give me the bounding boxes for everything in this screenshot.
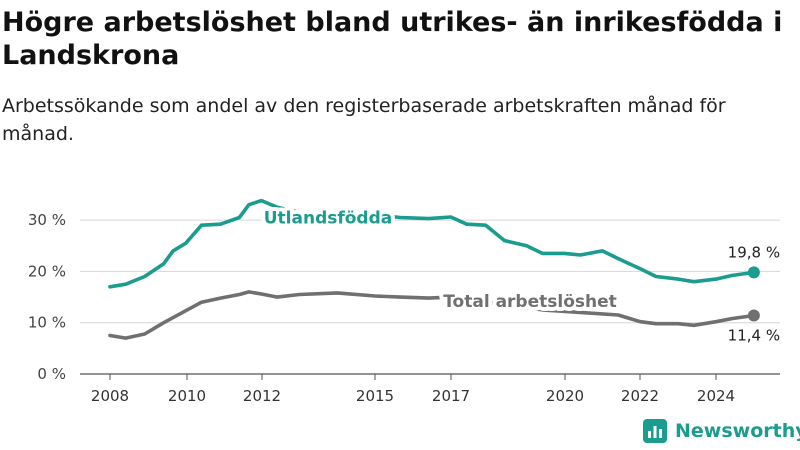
- end-value-label-utlandsfodda: 19,8 %: [728, 243, 780, 261]
- y-tick-label: 20 %: [28, 262, 66, 280]
- x-tick-label: 2024: [697, 387, 735, 405]
- end-value-label-total: 11,4 %: [728, 327, 780, 345]
- x-tick-label: 2012: [243, 387, 281, 405]
- newsworthy-logo-icon: [643, 419, 667, 443]
- endpoint-marker-utlandsfodda: [747, 266, 760, 279]
- x-tick-label: 2022: [621, 387, 659, 405]
- chart-subtitle: Arbetssökande som andel av den registerb…: [2, 95, 726, 145]
- endpoint-marker-total: [747, 309, 760, 322]
- series-lines: [108, 198, 760, 340]
- chart-title: Högre arbetslöshet bland utrikes- än inr…: [2, 7, 783, 71]
- series-line-utlandsfodda: [108, 198, 756, 289]
- x-tick-label: 2010: [168, 387, 206, 405]
- y-tick-label: 0 %: [37, 365, 66, 383]
- x-tick-label: 2008: [91, 387, 129, 405]
- series-line-total: [108, 290, 756, 340]
- x-tick-label: 2017: [432, 387, 470, 405]
- brand-name: Newsworthy: [675, 420, 800, 442]
- series-name-halo: Utlandsfödda: [264, 209, 393, 229]
- x-axis: 2008 2010 2012 2015 2017 2020 2022 2024: [91, 374, 735, 405]
- series-name-halo: Total arbetslöshet: [443, 292, 617, 312]
- y-tick-label: 30 %: [28, 211, 66, 229]
- x-tick-label: 2015: [356, 387, 394, 405]
- y-tick-label: 10 %: [28, 314, 66, 332]
- series-name-total: Total arbetslöshet: [443, 292, 617, 312]
- newsworthy-brand: Newsworthy: [643, 419, 800, 443]
- y-axis: 0 % 10 % 20 % 30 %: [28, 211, 66, 383]
- x-tick-label: 2020: [546, 387, 584, 405]
- series-name-utlandsfodda: Utlandsfödda: [264, 209, 393, 229]
